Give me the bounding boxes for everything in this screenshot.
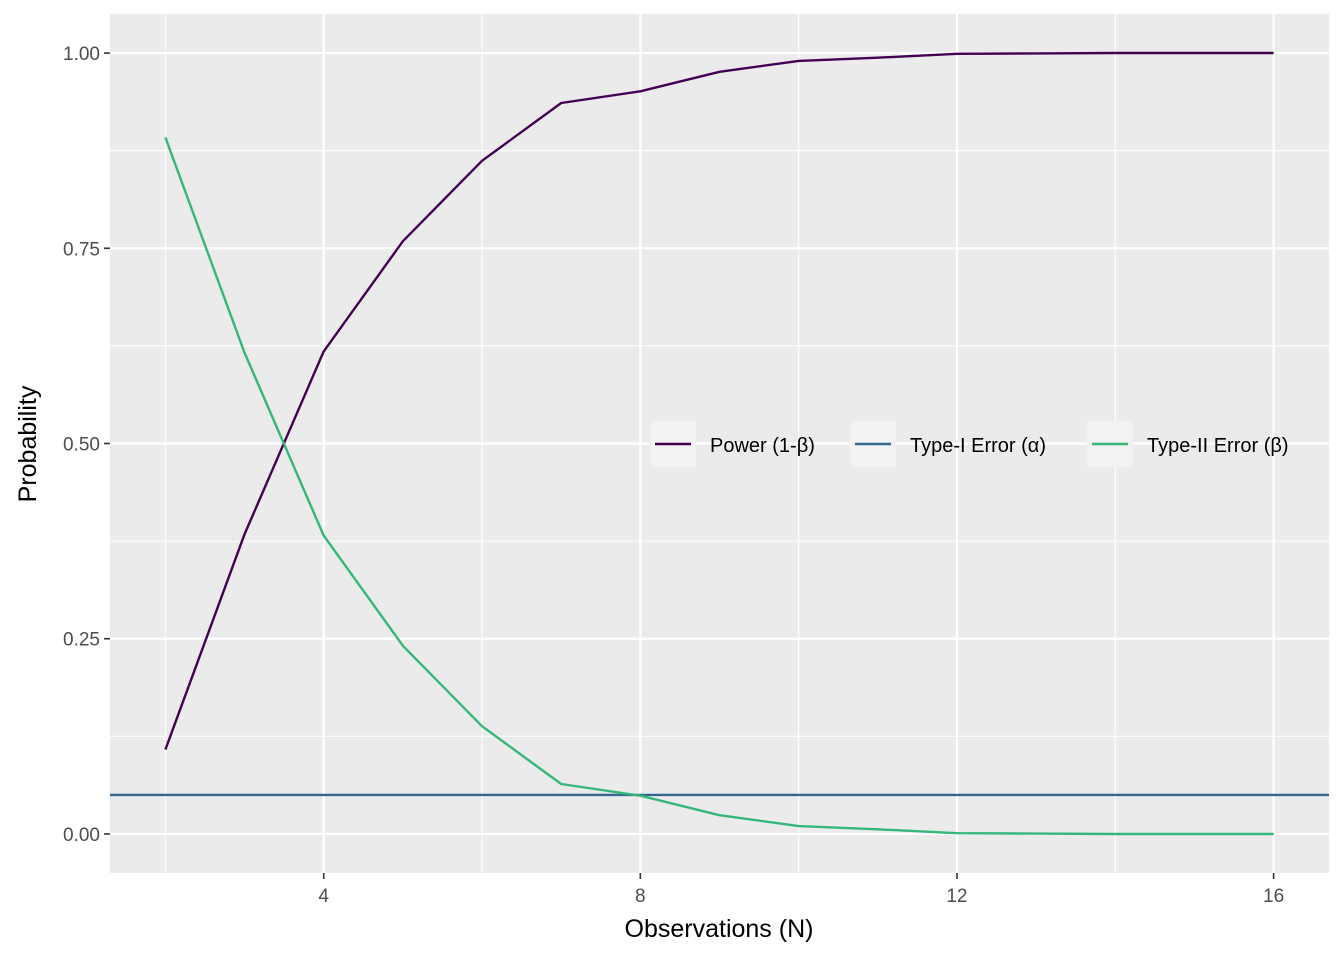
legend-label: Power (1-β) [710, 435, 815, 457]
legend: Power (1-β) Type-I Error (α) Type-II Error… [650, 421, 1289, 467]
x-axis-title: Observations (N) [625, 915, 814, 943]
x-tick-label: 12 [946, 886, 967, 907]
y-tick-label: 0.75 [63, 239, 100, 260]
legend-label: Type-I Error (α) [910, 435, 1046, 457]
series-line-type-ii-error [164, 136, 1274, 836]
y-tick-label: 0.25 [63, 630, 100, 651]
y-tick-label: 0.50 [63, 435, 100, 456]
y-axis: 0.00 0.25 0.50 0.75 1.00 [63, 44, 110, 846]
x-tick-label: 16 [1263, 886, 1284, 907]
series-line-power-1 [164, 51, 1274, 751]
y-axis-title: Probability [14, 385, 42, 502]
y-tick-label: 1.00 [63, 44, 100, 65]
x-tick-label: 4 [318, 886, 329, 907]
x-axis: 4 8 12 16 [318, 873, 1284, 907]
x-tick-label: 8 [635, 886, 646, 907]
y-tick-label: 0.00 [63, 825, 100, 846]
legend-label: Type-II Error (β) [1147, 435, 1289, 457]
series-layer [110, 51, 1329, 836]
grid-major [110, 14, 1329, 873]
